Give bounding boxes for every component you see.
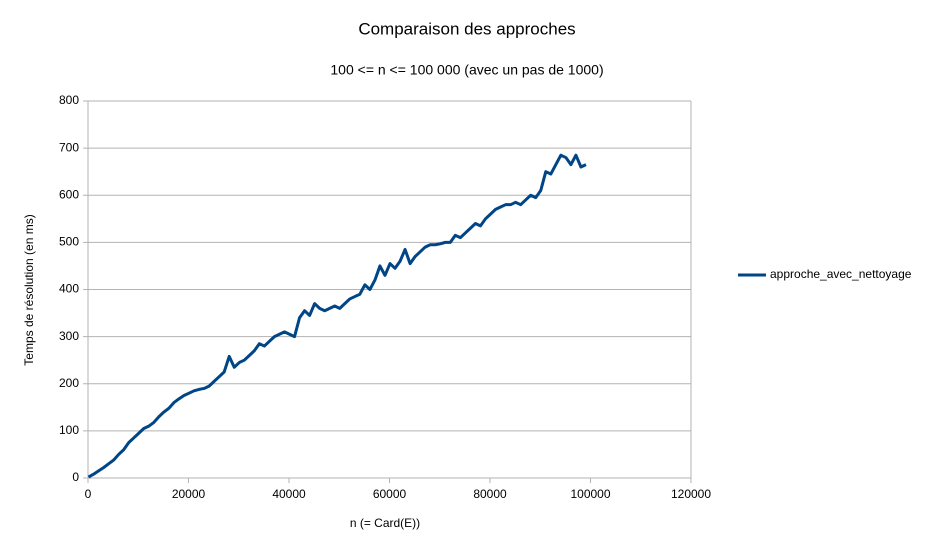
y-tick-label: 100 [59,423,79,437]
data-line [87,153,587,479]
x-tick-label: 20000 [172,487,206,501]
x-tick-label: 40000 [272,487,306,501]
y-axis-label: Temps de résolution (en ms) [22,214,36,365]
x-tick-label: 60000 [373,487,407,501]
chart-subtitle: 100 <= n <= 100 000 (avec un pas de 1000… [330,62,603,78]
y-tick-label: 500 [59,235,79,249]
y-tick-label: 200 [59,376,79,390]
x-tick-label: 80000 [473,487,507,501]
x-axis-label: n (= Card(E)) [350,516,420,530]
chart-title: Comparaison des approches [358,19,575,38]
y-tick-label: 400 [59,282,79,296]
x-tick-label: 120000 [671,487,711,501]
y-tick-label: 700 [59,140,79,154]
y-tick-label: 600 [59,187,79,201]
y-tick-label: 800 [59,93,79,107]
y-tick-label: 0 [72,470,79,484]
x-tick-label: 100000 [570,487,610,501]
legend-label: approche_avec_nettoyage [770,267,912,281]
x-tick-label: 0 [85,487,92,501]
y-tick-label: 300 [59,329,79,343]
